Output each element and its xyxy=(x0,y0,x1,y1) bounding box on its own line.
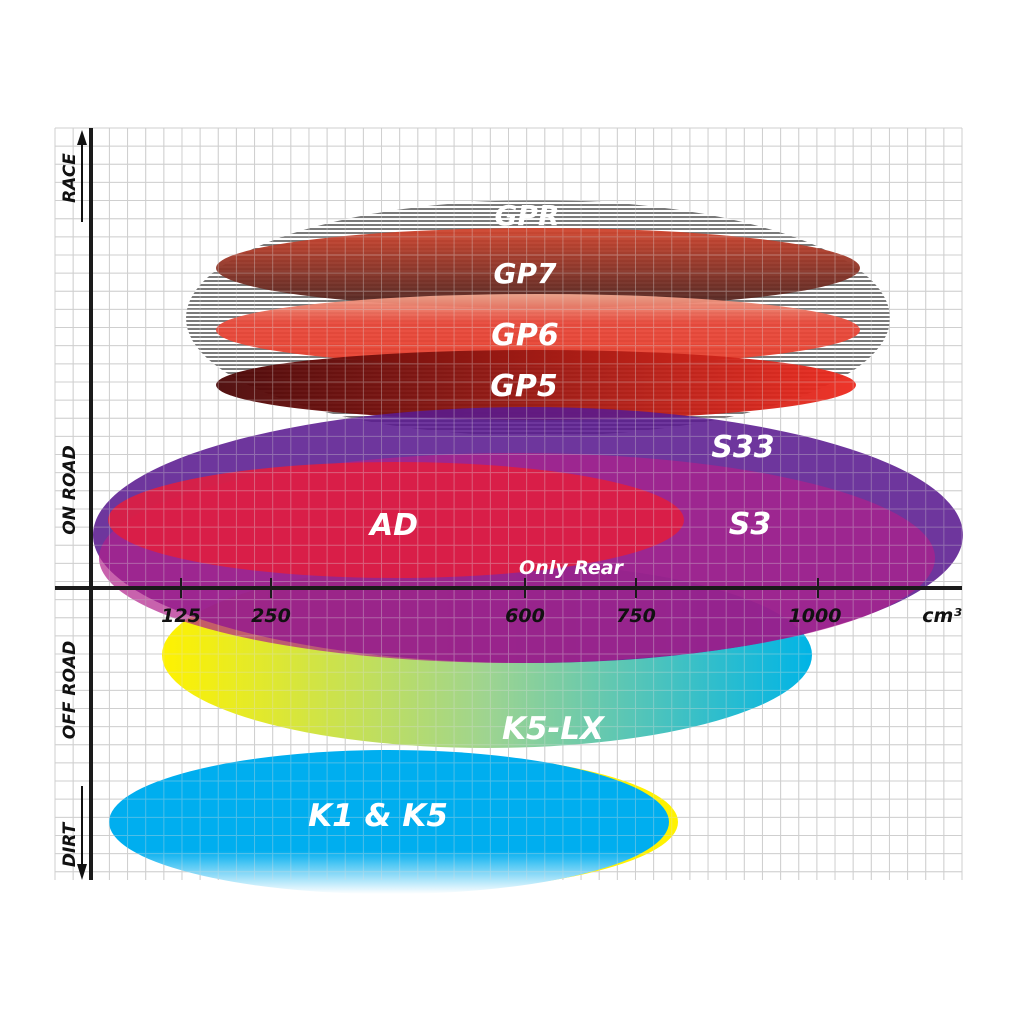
label-s33: S33 xyxy=(711,430,774,465)
x-unit-label: cm³ xyxy=(922,605,962,627)
y-label-on-road: ON ROAD xyxy=(60,445,80,534)
ad-ellipse xyxy=(108,462,684,578)
label-gp6: GP6 xyxy=(491,318,559,353)
tick-label-125: 125 xyxy=(161,605,201,627)
gp6-ellipse xyxy=(216,294,860,366)
label-gp5: GP5 xyxy=(490,369,558,404)
label-ad: AD xyxy=(368,508,418,543)
y-labels: RACE ON ROAD OFF ROAD DIRT xyxy=(60,153,80,867)
axes xyxy=(55,128,962,880)
y-label-off-road: OFF ROAD xyxy=(60,641,80,739)
tick-label-250: 250 xyxy=(251,605,291,627)
tire-labels: GPR GP7 GP6 GP5 S33 S3 AD Only Rear K5-L… xyxy=(308,199,775,834)
x-tick-labels: 125 250 600 750 1000 cm³ xyxy=(161,605,962,627)
arrow-up-icon xyxy=(77,130,87,145)
y-label-race: RACE xyxy=(60,153,80,203)
label-only-rear: Only Rear xyxy=(519,557,625,579)
k1k5-ellipse xyxy=(109,750,669,894)
label-s3: S3 xyxy=(729,507,771,542)
label-gp7: GP7 xyxy=(494,257,558,290)
grid-overlay xyxy=(54,127,963,880)
label-gpr: GPR xyxy=(494,199,559,232)
y-label-dirt: DIRT xyxy=(60,821,80,867)
gp5-ellipse xyxy=(216,350,856,420)
ellipses xyxy=(93,200,963,894)
tick-label-1000: 1000 xyxy=(789,605,842,627)
arrow-down-icon xyxy=(77,864,87,880)
tick-label-750: 750 xyxy=(616,605,656,627)
gp7-ellipse xyxy=(216,228,860,308)
label-k1k5: K1 & K5 xyxy=(308,798,448,834)
tick-label-600: 600 xyxy=(505,605,545,627)
label-k5lx: K5-LX xyxy=(502,711,606,747)
